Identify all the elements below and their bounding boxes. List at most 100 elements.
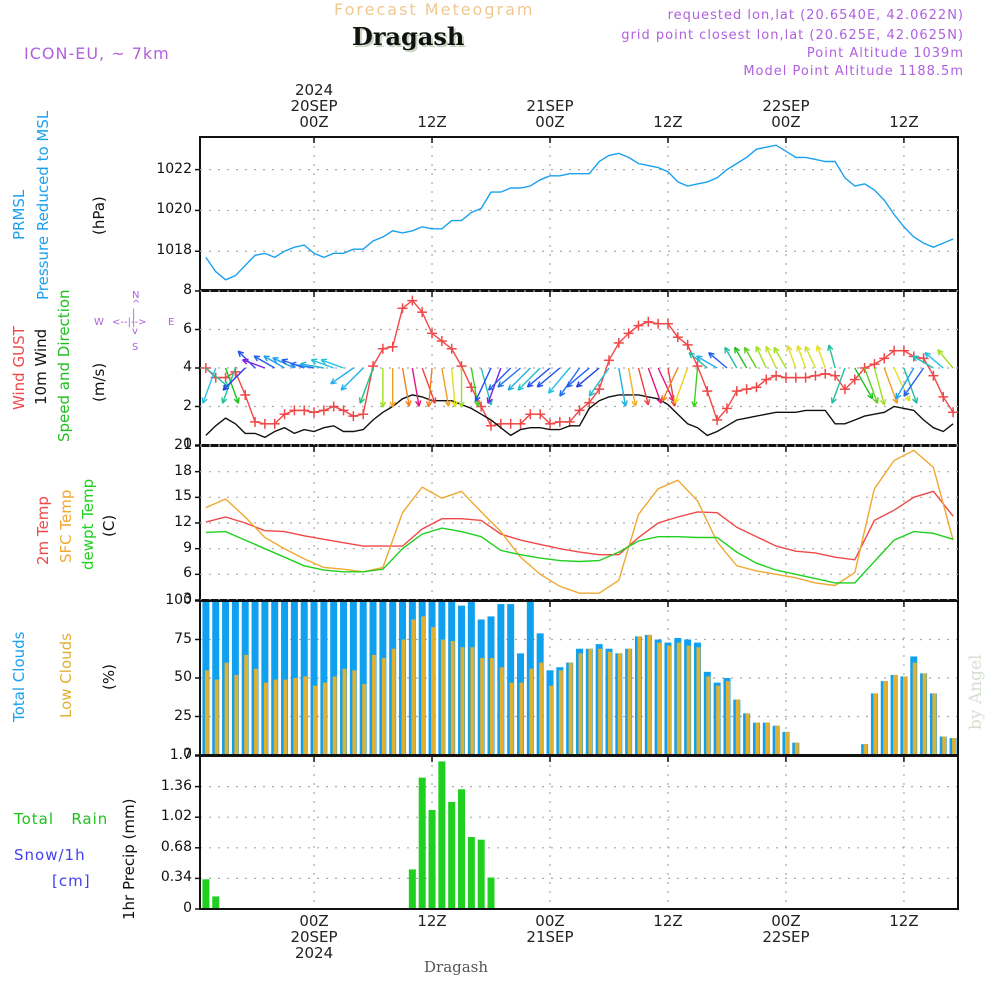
wind-arrow	[830, 367, 846, 404]
wind-arrow-head	[517, 384, 521, 391]
wind-arrow-head	[903, 390, 906, 397]
wind-arrow-head	[444, 400, 450, 407]
low-cloud-bar	[588, 648, 593, 755]
gust-marker	[800, 372, 811, 383]
top-time-label: 12Z	[864, 114, 944, 130]
wind-arrow-head	[507, 384, 511, 391]
low-cloud-bar	[224, 662, 229, 755]
precip-frame-top	[199, 755, 959, 910]
low-cloud-bar	[598, 648, 603, 755]
low-cloud-bar	[745, 713, 750, 755]
wind-arrow-head	[634, 400, 638, 407]
wind-arrow-shaft	[924, 352, 944, 369]
time-label-line: 22SEP	[762, 97, 810, 115]
total-cloud-bar	[507, 604, 515, 755]
low-cloud-bar	[411, 619, 416, 755]
clouds-ytick-label: 75	[174, 630, 192, 647]
wind-arrow-shaft	[427, 367, 433, 408]
wind-arrow-shaft	[724, 347, 738, 369]
wind-arrow-shaft	[205, 367, 229, 388]
grid-point-coords: grid point closest lon,lat (20.625E, 42.…	[621, 28, 964, 43]
wind-arrow-shaft	[903, 367, 925, 397]
low-cloud-bar	[647, 634, 652, 755]
wind-arrow-head	[263, 355, 268, 362]
gust-marker	[544, 418, 555, 429]
wind-arrow-head	[310, 359, 317, 365]
wind-ytick-label: 4	[183, 359, 192, 375]
wind-arrow-head	[830, 397, 833, 404]
wind-arrow-shaft	[488, 367, 512, 391]
low-cloud-bar	[902, 676, 907, 755]
gust-marker	[269, 418, 280, 429]
wind-arrow	[526, 367, 551, 388]
wind-arrow	[661, 367, 679, 402]
wind-arrow-head	[588, 392, 595, 397]
time-label-line: 00Z	[771, 113, 801, 131]
gust-marker	[417, 307, 428, 318]
wind-arrow	[536, 367, 561, 388]
wind-arrow	[517, 367, 541, 391]
pressure-frame	[199, 136, 959, 291]
wind-arrow-shaft	[320, 359, 344, 369]
precip-bar	[408, 869, 416, 909]
wind-arrow-head	[430, 398, 436, 404]
low-cloud-bar	[666, 645, 671, 755]
low-cloud-bar	[716, 685, 721, 755]
wind-arrow-shaft	[647, 367, 662, 404]
wind-arrow-shaft	[693, 367, 699, 408]
gust-marker	[397, 303, 408, 314]
time-label-line: 12Z	[417, 912, 447, 930]
top-time-label: 12Z	[392, 114, 472, 130]
wind-arrow-head	[916, 397, 919, 404]
wind-arrow	[854, 367, 874, 400]
wind-arrow-shaft	[696, 355, 718, 369]
gust-marker	[721, 403, 732, 414]
gust-marker	[898, 345, 909, 356]
gust-marker	[731, 386, 742, 397]
wind-arrow-shaft	[474, 367, 492, 402]
precip-bar	[428, 810, 436, 909]
gust-marker	[623, 328, 634, 339]
wind-arrow-shaft	[300, 363, 324, 369]
low-cloud-bar	[401, 639, 406, 755]
low-cloud-bar	[519, 682, 524, 755]
precip-frame	[199, 755, 959, 910]
wind-arrow-head	[867, 394, 873, 400]
gust-marker	[505, 418, 516, 429]
wind-arrow	[253, 355, 276, 369]
low-cloud-bar	[470, 647, 475, 755]
wind-arrow-shaft	[517, 367, 541, 391]
wind-arrow	[263, 355, 285, 369]
gust-marker	[525, 409, 536, 420]
wind-arrow	[893, 367, 911, 402]
wind-arrow-head	[392, 401, 396, 408]
wind-arrow-head	[526, 381, 531, 388]
clouds-panel	[195, 600, 959, 756]
wind-arrow	[804, 345, 817, 369]
wind-arrow-shaft	[536, 367, 561, 388]
wind-arrow-head	[300, 363, 306, 368]
wind-arrow-shaft	[765, 346, 777, 369]
gust-marker	[662, 318, 673, 329]
wind-arrow-head	[508, 387, 515, 391]
total-cloud-bar	[320, 601, 328, 755]
wind-arrow	[691, 367, 699, 408]
precip-ytick-label: 0.34	[160, 869, 192, 886]
wind-arrow	[497, 367, 521, 388]
low-cloud-bar	[214, 679, 219, 755]
wind-arrow-head	[340, 387, 348, 391]
gust-marker	[446, 343, 457, 354]
precip-ytick-label: 0	[183, 900, 192, 916]
wind-arrow-head	[624, 400, 628, 407]
low-cloud-bar	[755, 722, 760, 755]
wind-arrow-head	[320, 359, 326, 365]
time-label-line: 12Z	[889, 113, 919, 131]
gust-marker	[889, 345, 900, 356]
wind-arrow-head	[382, 401, 387, 408]
gust-marker	[574, 405, 585, 416]
low-cloud-bar	[529, 668, 534, 755]
wind-arrow-head	[559, 390, 562, 397]
wind-arrow	[815, 345, 826, 369]
wind-arrow-head	[272, 357, 278, 364]
wind-arrow-head	[588, 390, 591, 397]
